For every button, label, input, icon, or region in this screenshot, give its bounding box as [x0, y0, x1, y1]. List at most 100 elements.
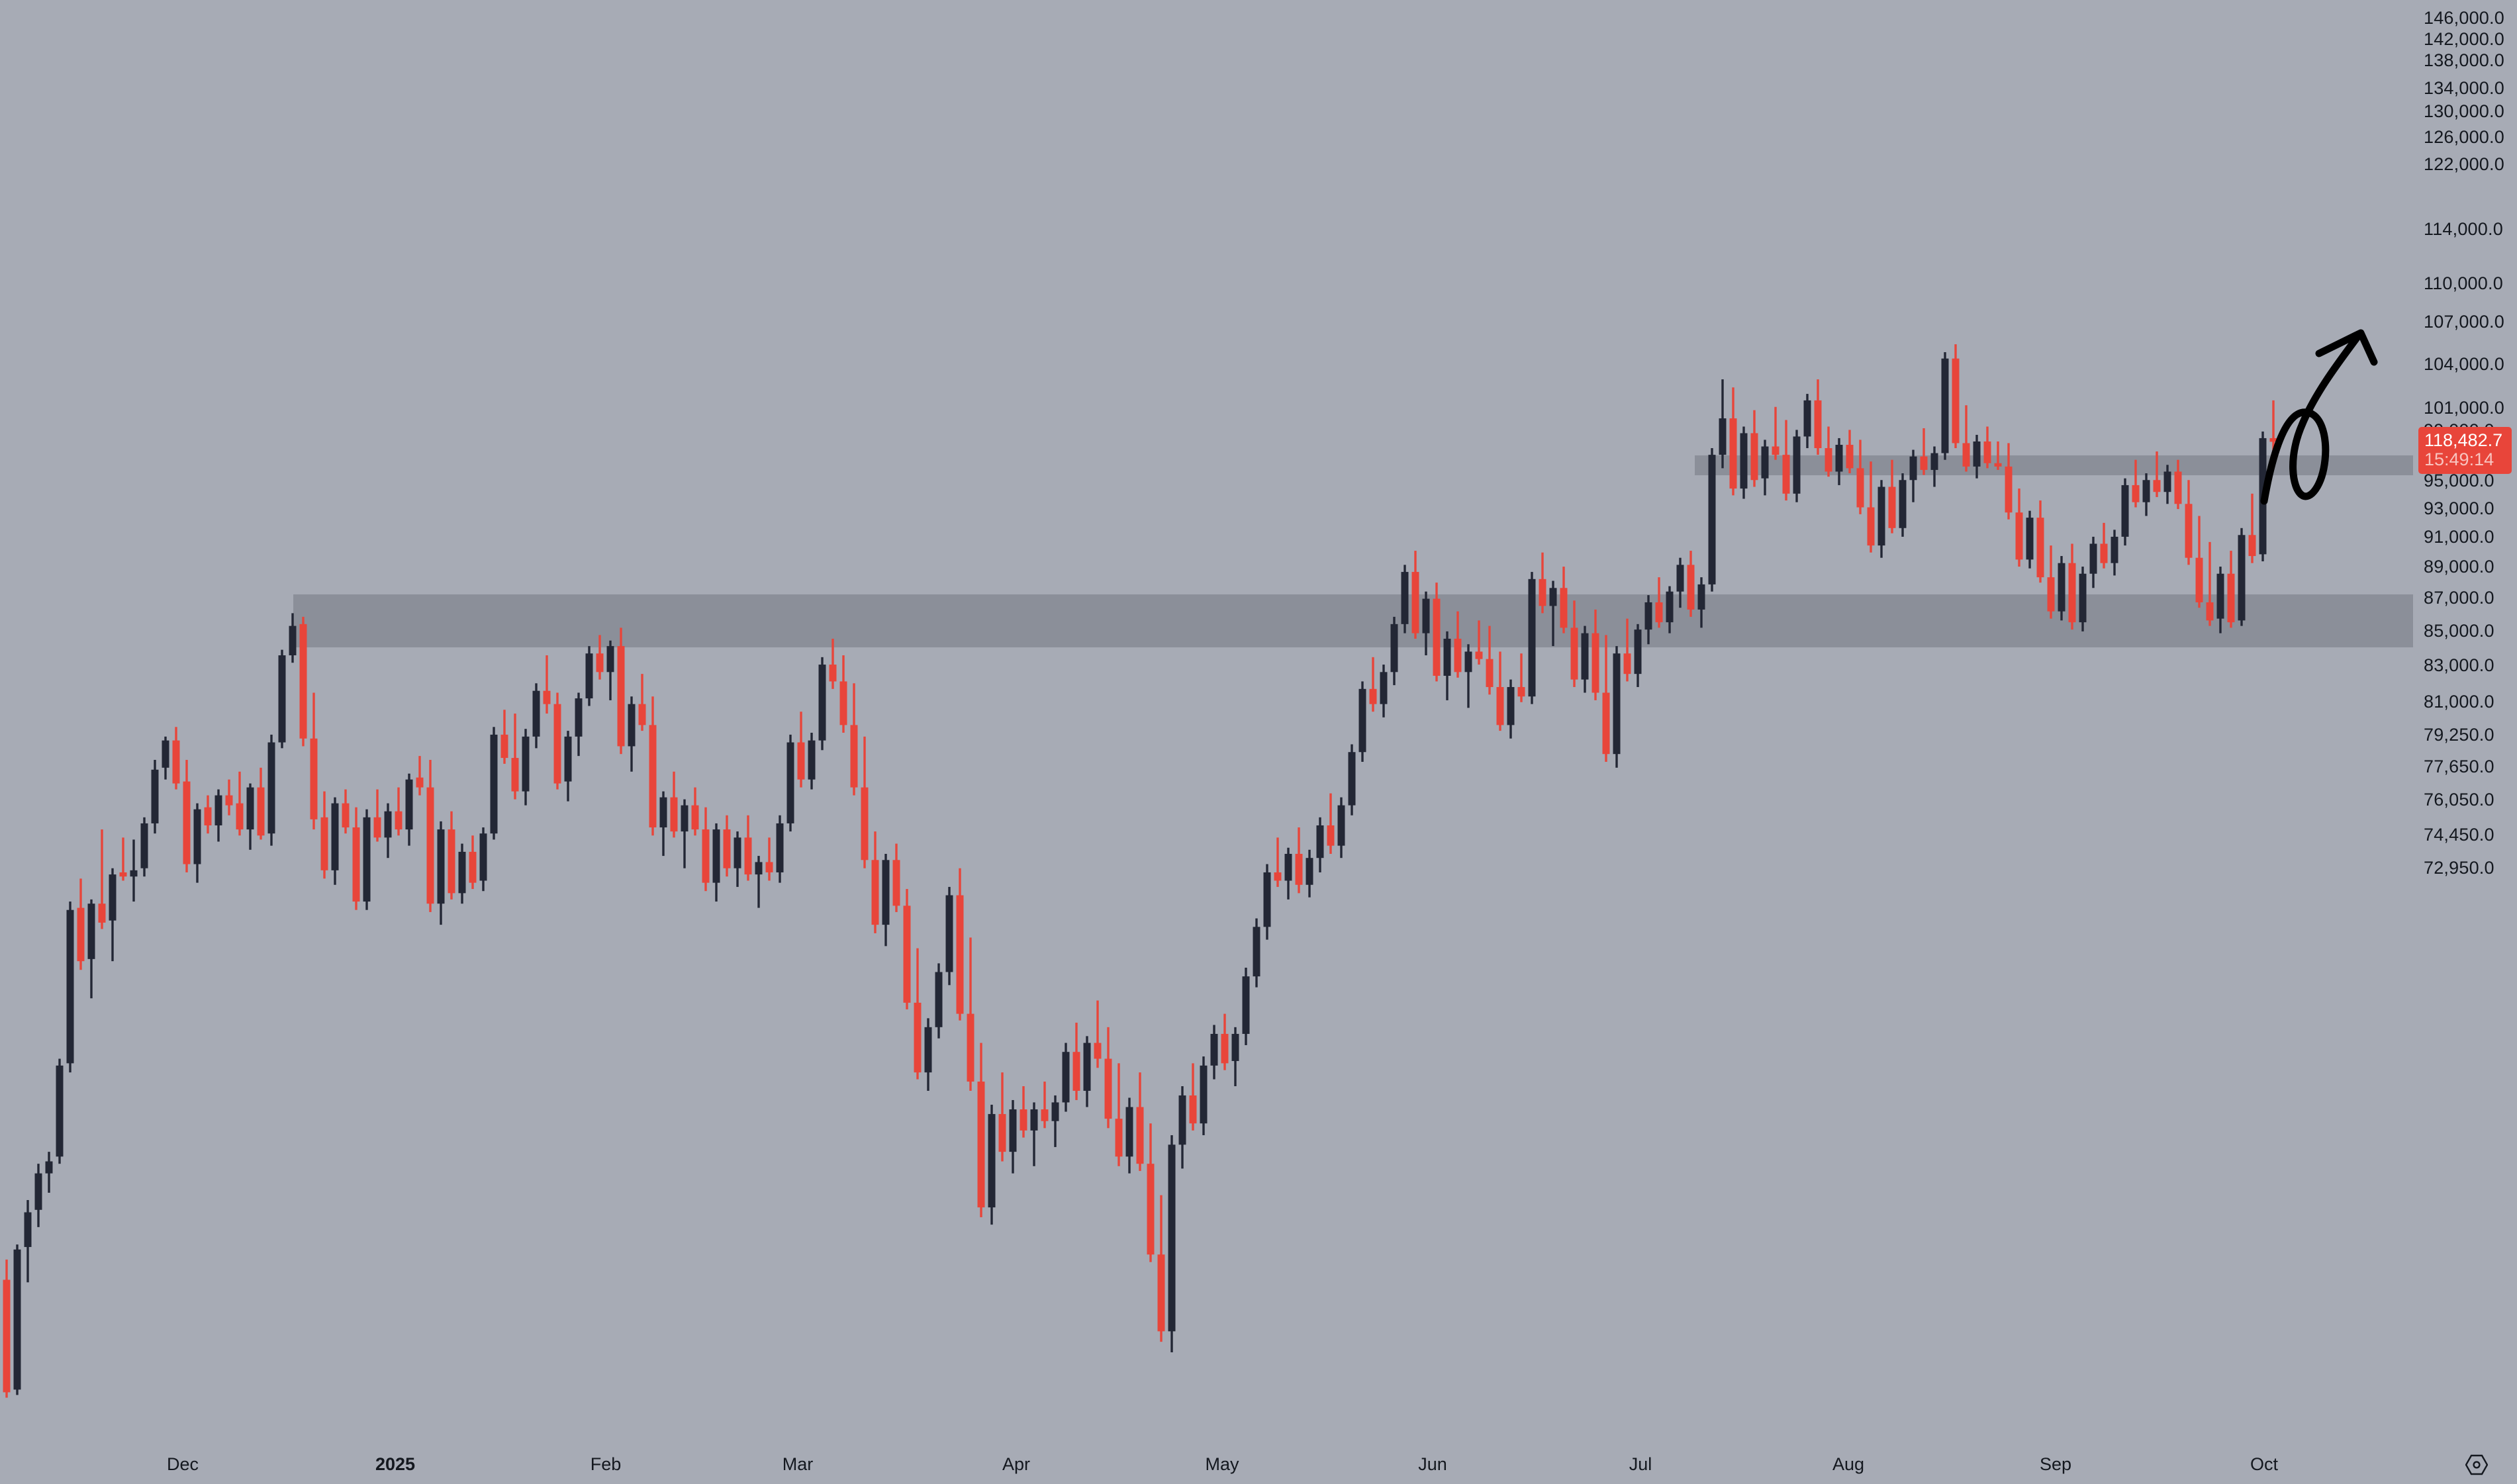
candle-body — [2079, 573, 2087, 623]
candle-wick — [1033, 1102, 1035, 1166]
candlestick — [1687, 551, 1695, 617]
candle-body — [744, 837, 752, 875]
candlestick — [1920, 428, 1928, 475]
candlestick — [1930, 446, 1938, 487]
candlestick — [56, 1058, 64, 1164]
candle-wick — [546, 655, 548, 714]
candle-body — [352, 827, 360, 902]
candle-body — [437, 829, 445, 904]
support-resistance-zone-lower[interactable] — [293, 594, 2413, 647]
candle-wick — [1117, 1063, 1120, 1166]
candlestick — [98, 829, 106, 929]
candle-body — [2153, 480, 2161, 492]
candle-body — [1401, 572, 1409, 624]
candlestick — [1570, 600, 1578, 687]
candle-body — [903, 905, 911, 1003]
candle-body — [1327, 825, 1335, 846]
candle-body — [1390, 624, 1398, 672]
candlestick — [1888, 459, 1896, 533]
candle-body — [1772, 446, 1780, 455]
candle-body — [1231, 1033, 1239, 1061]
candlestick — [977, 1043, 985, 1217]
time-axis[interactable]: Dec 2025 Feb Mar Apr May Jun Jul Aug Sep Oct — [0, 1444, 2517, 1484]
target-hexagon-icon[interactable] — [2465, 1454, 2489, 1476]
candle-body — [1358, 688, 1366, 753]
candle-body — [1761, 446, 1769, 479]
candlestick-canvas[interactable] — [0, 0, 2413, 1444]
candlestick — [183, 760, 191, 872]
candlestick — [585, 646, 593, 706]
resistance-zone-upper[interactable] — [1695, 455, 2413, 475]
price-axis[interactable]: 146,000.0 142,000.0 138,000.0 134,000.0 130,… — [2413, 0, 2517, 1444]
candle-wick — [757, 856, 760, 908]
candlestick — [1316, 817, 1324, 872]
candlestick — [2015, 488, 2023, 567]
candlestick — [363, 809, 371, 910]
candle-body — [500, 734, 508, 759]
candlestick — [1178, 1086, 1186, 1169]
candle-wick — [1965, 405, 1968, 472]
candle-body — [2216, 573, 2224, 619]
candlestick — [405, 773, 413, 846]
candlestick — [1962, 405, 1970, 472]
candle-body — [469, 851, 477, 883]
candlestick — [1666, 586, 1674, 633]
candle-body — [45, 1161, 53, 1174]
candlestick — [988, 1104, 996, 1225]
candlestick — [225, 779, 233, 815]
candlestick — [1793, 430, 1801, 502]
candlestick — [1327, 793, 1335, 854]
candlestick — [628, 696, 636, 772]
candlestick — [204, 795, 212, 834]
candle-wick — [1467, 644, 1470, 708]
candlestick — [2227, 551, 2235, 628]
candle-body — [797, 742, 805, 780]
time-tick: Jul — [1629, 1454, 1652, 1474]
bullish-breakout-arrow-icon[interactable] — [2260, 330, 2363, 505]
candlestick — [1846, 430, 1854, 474]
candlestick — [1464, 644, 1472, 708]
candle-body — [1570, 627, 1578, 680]
candlestick — [448, 811, 455, 900]
candlestick — [2036, 500, 2044, 583]
candlestick — [1581, 626, 1589, 693]
candle-body — [320, 817, 328, 870]
candle-body — [479, 833, 487, 881]
candle-wick — [514, 714, 516, 800]
candle-body — [2132, 485, 2140, 502]
candle-body — [2068, 563, 2076, 623]
candle-body — [2089, 543, 2097, 574]
price-tick: 146,000.0 — [2424, 8, 2504, 28]
candle-body — [214, 795, 222, 825]
candlestick — [1210, 1025, 1218, 1080]
price-tick: 142,000.0 — [2424, 29, 2504, 49]
candle-body — [681, 805, 689, 832]
candle-wick — [1520, 653, 1523, 702]
candlestick — [723, 815, 731, 877]
candle-body — [532, 690, 540, 737]
candle-body — [1740, 433, 1748, 489]
candlestick — [1740, 426, 1748, 499]
candlestick — [1983, 426, 1991, 469]
candlestick — [1295, 827, 1303, 894]
candlestick — [1380, 665, 1388, 718]
candle-body — [691, 805, 699, 830]
drawing-annotation-layer[interactable] — [2260, 329, 2378, 505]
candlestick — [236, 771, 244, 836]
time-tick: Oct — [2250, 1454, 2279, 1474]
candlestick — [2142, 473, 2150, 516]
candlestick — [87, 899, 95, 999]
current-price-badge[interactable]: 118,482.7 15:49:14 — [2418, 427, 2512, 474]
candle-body — [1104, 1058, 1112, 1119]
candlestick — [691, 787, 699, 836]
candle-body — [24, 1212, 32, 1247]
chart-plot-area[interactable] — [0, 0, 2413, 1444]
candlestick — [1200, 1056, 1208, 1136]
candle-wick — [768, 837, 771, 881]
current-price-value: 118,482.7 — [2424, 430, 2503, 450]
candlestick — [342, 789, 350, 834]
price-tick: 72,950.0 — [2424, 858, 2494, 878]
candlestick — [299, 616, 307, 747]
candle-body — [1083, 1043, 1091, 1091]
candle-wick — [1923, 428, 1925, 475]
